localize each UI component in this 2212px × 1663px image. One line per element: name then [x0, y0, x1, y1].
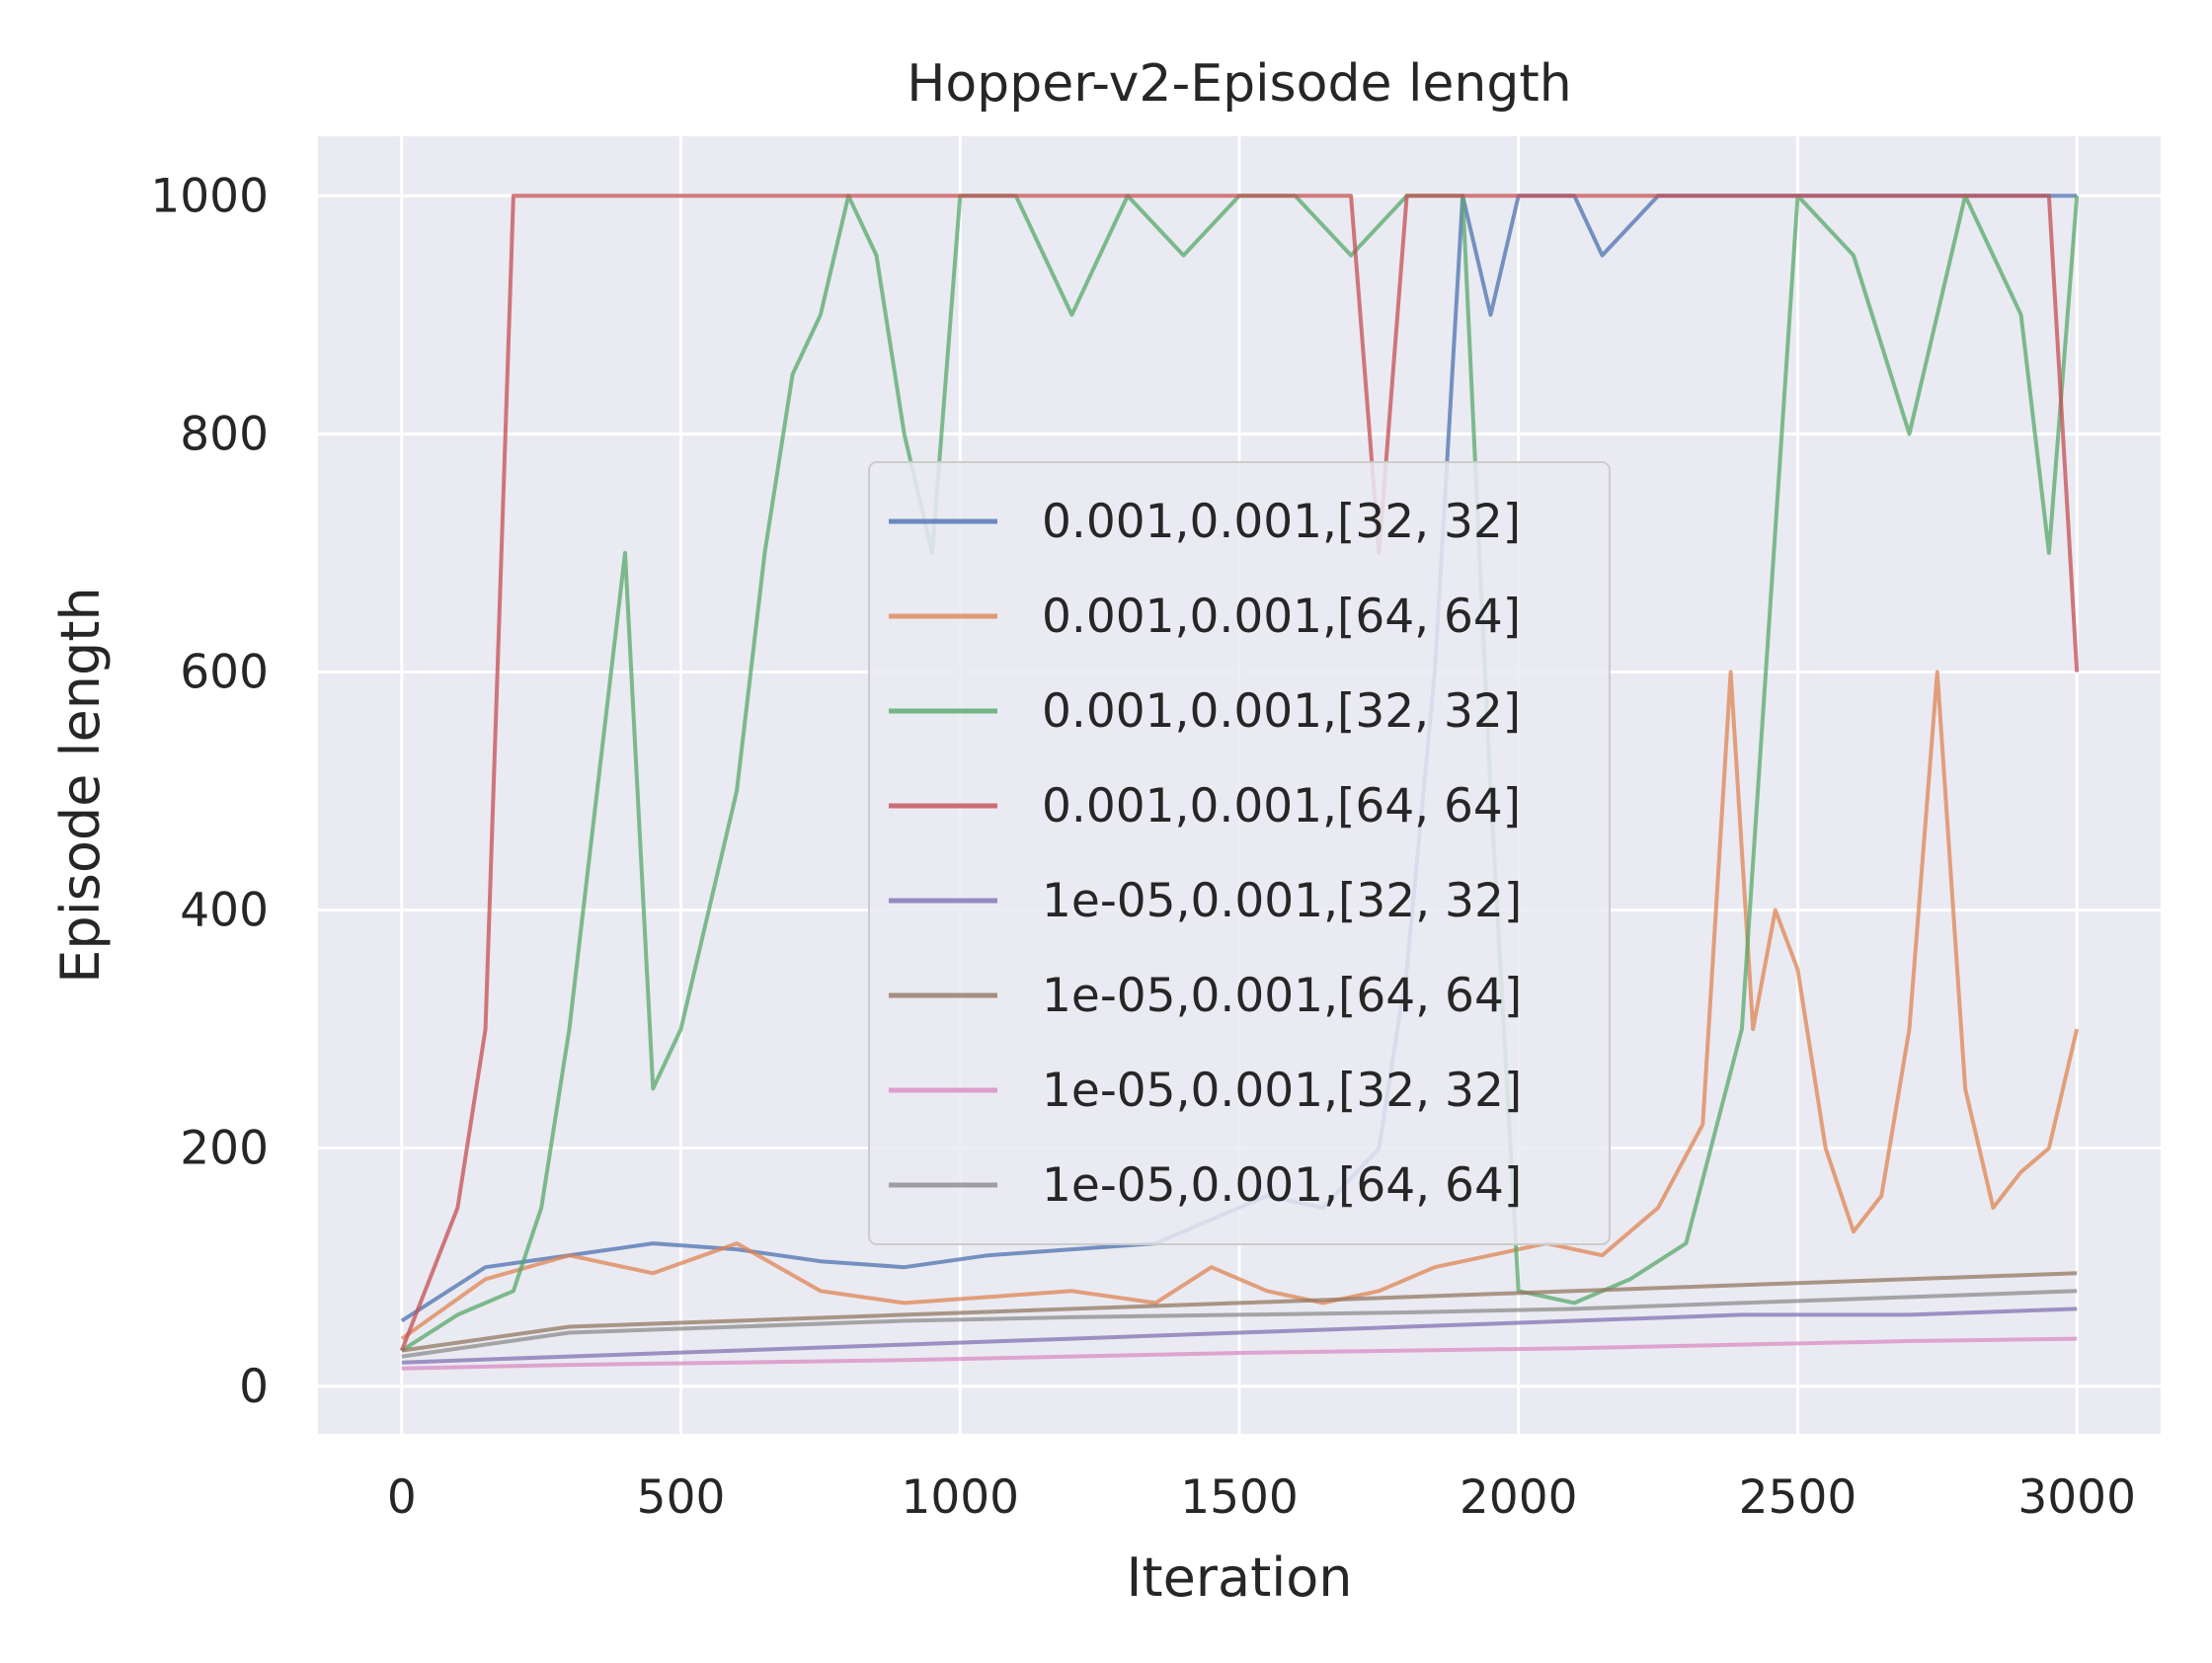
legend-label: 0.001,0.001,[32, 32] [1042, 495, 1521, 549]
x-tick-label: 3000 [2017, 1470, 2136, 1525]
series-line-4 [399, 194, 2080, 1352]
x-axis-label: Iteration [1126, 1546, 1352, 1609]
series-line-6 [401, 1271, 2078, 1353]
y-axis-ticks: 0 200 400 600 800 1000 [150, 169, 269, 1414]
y-tick-label: 600 [180, 645, 269, 699]
legend-label: 0.001,0.001,[64, 64] [1042, 779, 1521, 833]
y-axis-label: Episode length [49, 587, 112, 983]
y-tick-label: 0 [239, 1360, 269, 1414]
legend-label: 0.001,0.001,[32, 32] [1042, 684, 1521, 739]
x-axis-ticks: 0 500 1000 1500 2000 2500 3000 [387, 1470, 2136, 1525]
x-tick-label: 500 [637, 1470, 726, 1525]
series-line-8 [401, 1289, 2078, 1359]
y-tick-label: 200 [180, 1122, 269, 1176]
series-line-7 [401, 1336, 2078, 1371]
series-line-2 [400, 670, 2080, 1341]
chart-title: Hopper-v2-Episode length [907, 54, 1571, 114]
legend-label: 1e-05,0.001,[64, 64] [1042, 969, 1522, 1023]
series-line-5 [401, 1307, 2078, 1365]
legend-label: 1e-05,0.001,[64, 64] [1042, 1158, 1522, 1213]
x-tick-label: 0 [387, 1470, 417, 1525]
series-line-3 [400, 194, 2080, 1353]
x-tick-label: 2000 [1460, 1470, 1578, 1525]
x-tick-label: 1000 [901, 1470, 1019, 1525]
legend-label: 1e-05,0.001,[32, 32] [1042, 874, 1522, 928]
legend-label: 1e-05,0.001,[32, 32] [1042, 1064, 1522, 1118]
x-tick-label: 1500 [1180, 1470, 1299, 1525]
legend-box [868, 461, 1611, 1245]
y-tick-label: 800 [180, 407, 269, 461]
legend-label: 0.001,0.001,[64, 64] [1042, 590, 1521, 644]
x-tick-label: 2500 [1739, 1470, 1857, 1525]
legend: 0.001,0.001,[32, 32] 0.001,0.001,[64, 64]… [868, 461, 1611, 1245]
y-tick-label: 1000 [150, 169, 269, 223]
y-tick-label: 400 [180, 884, 269, 938]
